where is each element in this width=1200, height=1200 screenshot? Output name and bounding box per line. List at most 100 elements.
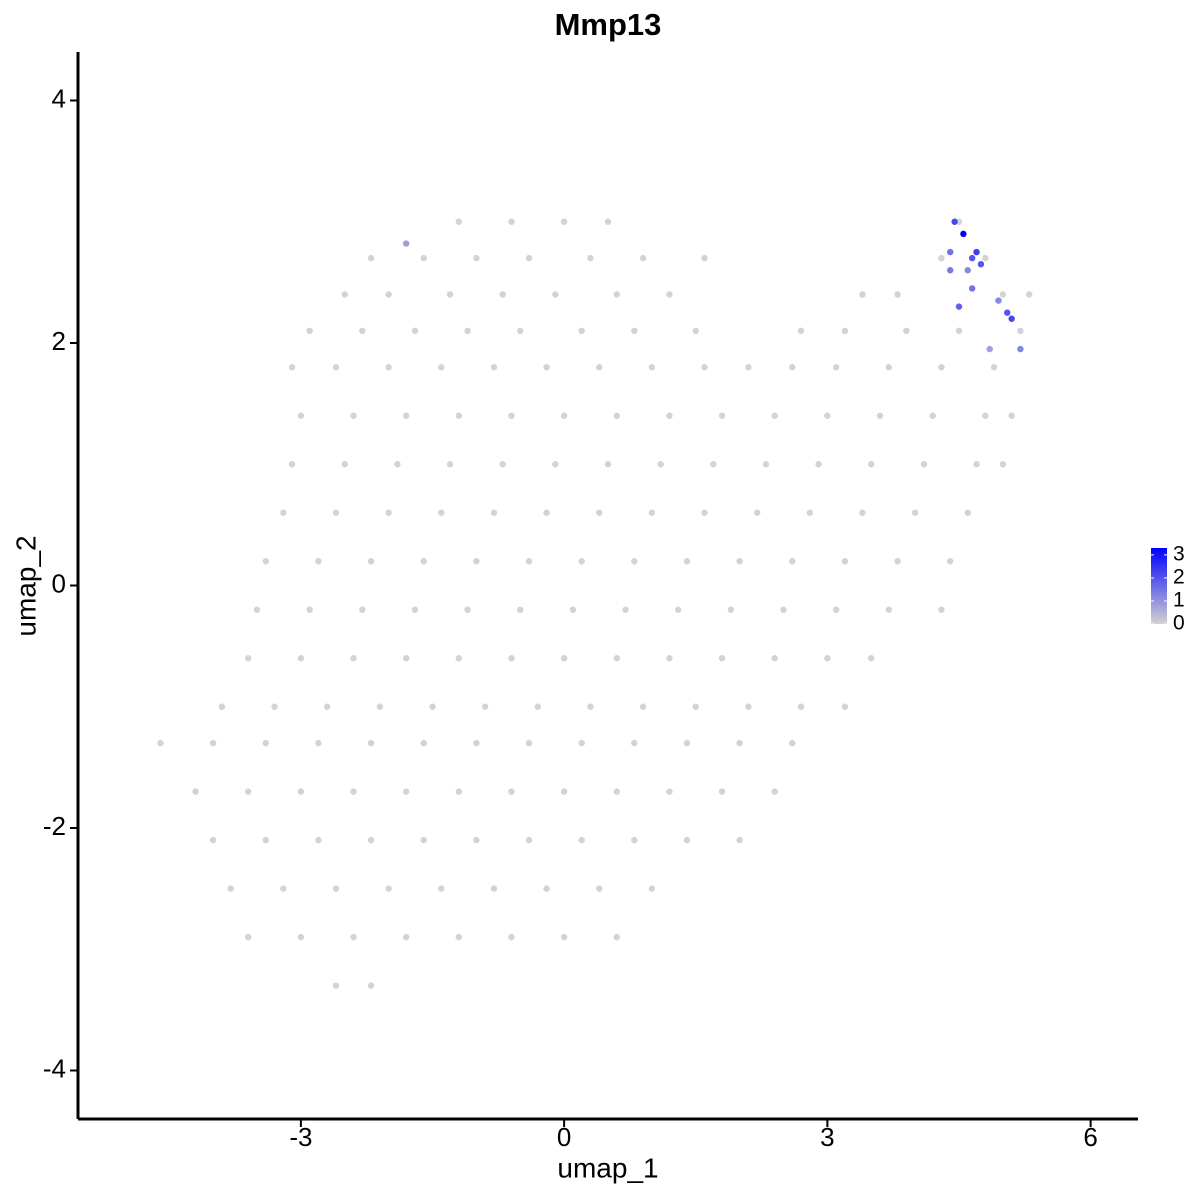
point [438,509,445,516]
x-tick-label: 3 [820,1122,834,1152]
point [350,655,357,662]
point [385,364,392,371]
point [578,739,585,747]
point [736,836,743,844]
point [955,327,963,335]
point [315,836,322,844]
point [525,836,533,844]
point [341,291,348,298]
point [999,461,1007,468]
point [841,703,849,710]
point [986,345,993,353]
point [402,412,410,419]
point [578,327,585,335]
point [631,327,638,335]
point [639,254,647,262]
point [951,218,958,225]
x-axis-label: umap_1 [557,1152,658,1183]
point [666,655,673,662]
y-axis-label: umap_2 [10,535,41,636]
y-tick-label: -4 [43,1053,66,1083]
point [683,739,691,747]
point [367,739,375,747]
point [938,364,945,371]
point [832,606,840,613]
point [995,297,1002,304]
point [832,364,840,371]
point [613,933,620,941]
point [262,558,269,565]
point [508,218,515,225]
point [438,364,445,371]
point [977,260,985,268]
point [885,364,892,371]
point [297,412,305,419]
point [420,558,427,565]
point [473,558,480,565]
point [402,788,410,795]
point [789,739,796,747]
point [525,739,533,747]
point [657,461,664,468]
point [280,885,287,892]
y-tick-label: 4 [52,83,66,113]
point [982,412,989,419]
point [376,703,384,710]
point [903,327,910,335]
point [508,655,515,662]
point [578,836,585,844]
point [771,788,778,795]
point [596,364,603,371]
y-tick-label: 2 [52,326,66,356]
point [1008,315,1015,322]
point [341,461,348,468]
point [359,327,366,335]
point [306,327,313,335]
point [420,836,427,844]
point [868,461,875,468]
point [960,230,967,238]
point [604,218,612,225]
point [806,509,814,516]
point [508,933,515,941]
point [490,885,498,892]
point [727,606,735,613]
point [968,285,976,292]
point [929,412,936,419]
point [473,254,480,262]
point [508,788,515,795]
point [797,703,805,710]
point [245,933,252,941]
point [245,788,252,795]
point [543,364,550,371]
point [455,933,463,941]
point [192,788,199,795]
point [438,885,445,892]
point [464,606,471,613]
x-tick-label: -3 [289,1122,312,1152]
point [780,606,787,613]
point [745,364,752,371]
point [604,461,612,468]
point [973,461,980,468]
point [859,509,866,516]
point [753,509,761,516]
point [578,558,585,565]
point [841,558,849,565]
point [1008,412,1015,419]
point [982,254,989,262]
point [209,739,217,747]
point [315,739,322,747]
point [648,885,656,892]
point [411,606,419,613]
point [824,412,831,419]
point [473,836,480,844]
point [508,412,515,419]
colorbar-tick-label: 0 [1173,612,1185,635]
point [455,655,463,662]
point [683,558,691,565]
point [973,248,980,256]
point [692,703,699,710]
point [499,461,506,468]
point [569,606,577,613]
